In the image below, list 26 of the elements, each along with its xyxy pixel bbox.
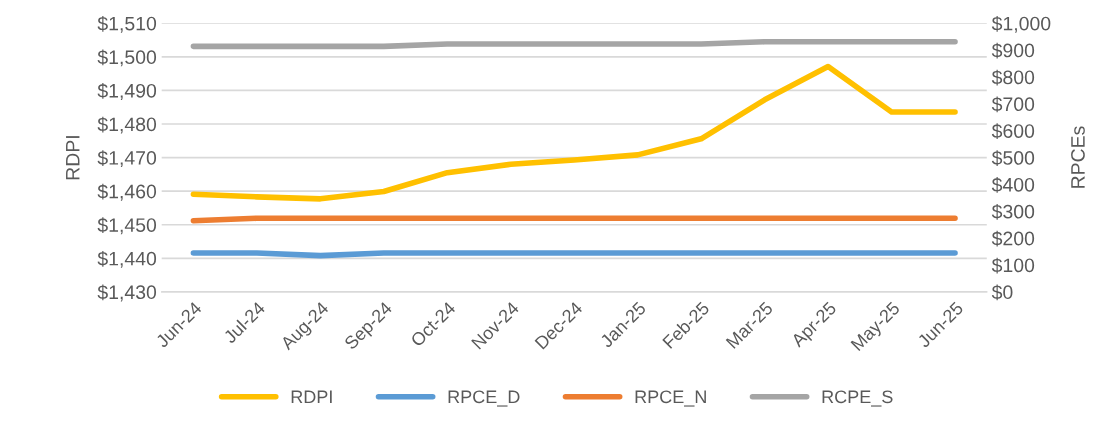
y-tick-label: $1,480 (97, 116, 157, 134)
y2-tick-label: $500 (991, 150, 1035, 166)
y-tick-label: $1,460 (97, 183, 157, 201)
y2-tick-label: $600 (991, 123, 1035, 140)
y2-tick-label: $100 (991, 257, 1035, 274)
y-tick-label: $1,490 (97, 83, 157, 100)
legend-label: RPCE_N (635, 390, 706, 407)
y-axis-title: RDPI (66, 136, 80, 180)
y2-tick-label: $800 (991, 69, 1035, 86)
y2-tick-label: $300 (991, 203, 1035, 220)
y-tick-label: $1,450 (97, 217, 157, 235)
y2-tick-label: $400 (991, 177, 1035, 193)
y2-tick-label: $200 (991, 230, 1035, 247)
legend-label: RPCE_D (448, 390, 520, 407)
y-tick-label: $1,430 (97, 284, 157, 302)
y2-tick-label: $0 (991, 284, 1013, 301)
y2-axis-title: RPCEs (1071, 126, 1085, 188)
y-tick-label: $1,500 (97, 49, 157, 67)
y2-tick-label: $1,000 (991, 15, 1051, 33)
legend-label: RCPE_S (822, 390, 893, 407)
y2-tick-label: $900 (991, 42, 1035, 59)
y-tick-label: $1,510 (97, 15, 157, 33)
y-tick-label: $1,440 (97, 250, 157, 268)
y-tick-label: $1,470 (97, 150, 157, 168)
legend-label: RDPI (291, 390, 332, 403)
y2-tick-label: $700 (991, 96, 1035, 113)
